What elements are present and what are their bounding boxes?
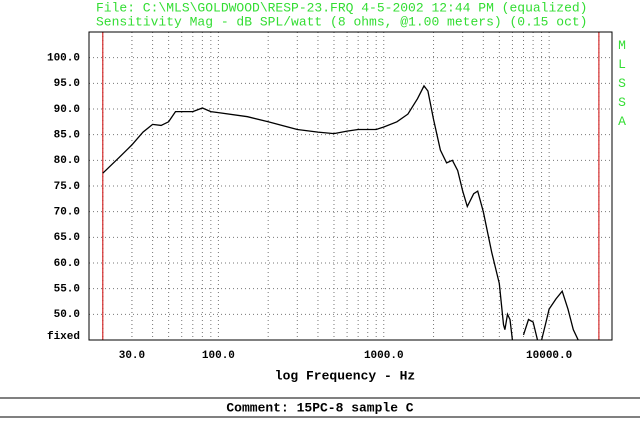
x-tick-label: 100.0 bbox=[202, 350, 235, 362]
y-tick-label: 85.0 bbox=[54, 130, 80, 142]
response-curve bbox=[102, 84, 579, 340]
chart-title: Sensitivity Mag - dB SPL/watt (8 ohms, @… bbox=[96, 14, 587, 29]
x-tick-label: 1000.0 bbox=[364, 350, 404, 362]
x-axis-label: log Frequency - Hz bbox=[275, 368, 415, 383]
y-tick-label: 80.0 bbox=[54, 155, 80, 167]
y-tick-label: 100.0 bbox=[47, 53, 80, 65]
plot-frame bbox=[88, 31, 613, 341]
y-tick-label: 55.0 bbox=[54, 284, 80, 296]
y-tick-label: fixed bbox=[47, 331, 80, 343]
y-tick-label: 90.0 bbox=[54, 104, 80, 116]
y-tick-label: 75.0 bbox=[54, 181, 80, 193]
file-header: File: C:\MLS\GOLDWOOD\RESP-23.FRQ 4-5-20… bbox=[96, 0, 587, 15]
x-tick-label: 30.0 bbox=[119, 350, 145, 362]
y-tick-label: 70.0 bbox=[54, 207, 80, 219]
y-tick-label: 50.0 bbox=[54, 309, 80, 321]
y-tick-label: 65.0 bbox=[54, 232, 80, 244]
side-label: MLSSA bbox=[615, 38, 630, 133]
y-tick-label: 95.0 bbox=[54, 78, 80, 90]
y-tick-label: 60.0 bbox=[54, 258, 80, 270]
comment: Comment: 15PC-8 sample C bbox=[226, 400, 413, 415]
x-tick-label: 10000.0 bbox=[526, 350, 572, 362]
